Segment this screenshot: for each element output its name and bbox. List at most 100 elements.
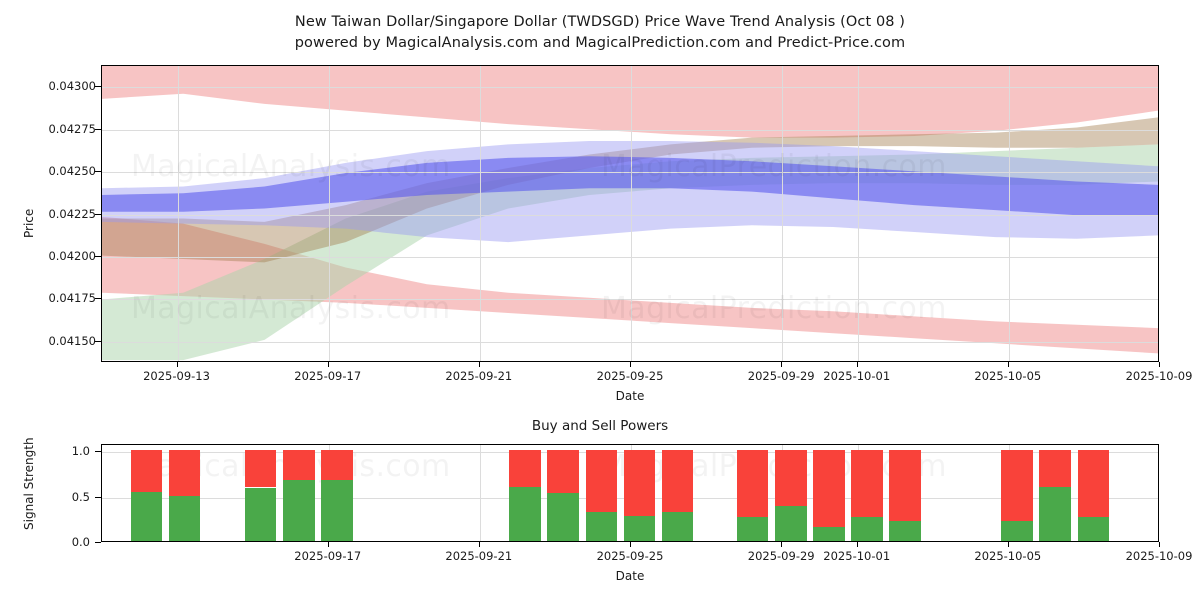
signal-x-tick-label: 2025-10-01 [823, 549, 891, 563]
sell-power-segment [244, 450, 277, 488]
signal-bar[interactable] [244, 450, 277, 541]
signal-bar[interactable] [321, 450, 353, 541]
signal-x-tick-label: 2025-09-21 [445, 549, 513, 563]
signal-chart-plot-area: MagicalAnalysis.comMagicalPrediction.com [101, 444, 1159, 542]
signal-bar[interactable] [168, 450, 201, 541]
price-x-tick-mark [176, 362, 178, 367]
price-y-tick-label: 0.04175 [48, 291, 96, 306]
price-gridline-h [102, 172, 1158, 174]
price-x-tick-mark [630, 362, 631, 367]
price-y-tick-label: 0.04300 [48, 79, 96, 94]
buy-power-segment [244, 487, 277, 541]
signal-y-tick-label: 1.0 [71, 444, 90, 459]
signal-bar[interactable] [130, 450, 163, 541]
price-y-tick-mark [95, 255, 101, 257]
sell-power-segment [661, 450, 694, 512]
price-y-tick-label: 0.04275 [48, 121, 96, 136]
price-y-axis-label: Price [22, 208, 36, 238]
signal-bar[interactable] [736, 450, 769, 541]
signal-bar[interactable] [585, 450, 618, 541]
buy-power-segment [623, 515, 656, 541]
price-y-tick-label: 0.04200 [48, 248, 96, 263]
sell-power-segment [282, 450, 315, 481]
signal-bar[interactable] [509, 450, 541, 541]
price-x-tick-mark [478, 362, 480, 367]
signal-x-tick-mark [630, 542, 631, 547]
price-gridline-h [102, 129, 1158, 131]
signal-x-tick-mark [327, 542, 329, 547]
price-gridline-h [102, 299, 1158, 301]
signal-x-tick-mark [1007, 542, 1009, 547]
signal-x-tick-label: 2025-09-17 [294, 549, 362, 563]
sell-power-segment [623, 450, 656, 516]
signal-y-tick-mark [95, 496, 101, 498]
sell-power-segment [813, 450, 845, 528]
signal-bar[interactable] [623, 450, 656, 541]
buy-power-segment [547, 492, 580, 541]
price-gridline-h [102, 87, 1158, 89]
buy-power-segment [736, 516, 769, 541]
buy-power-segment [851, 516, 883, 541]
signal-bar[interactable] [851, 450, 883, 541]
signal-bar[interactable] [1039, 450, 1072, 541]
price-gridline-v [328, 66, 330, 361]
sell-power-segment [168, 450, 201, 496]
price-band-upper-resistance-band [102, 66, 1158, 138]
signal-bar[interactable] [889, 450, 921, 541]
signal-gridline-v [479, 445, 481, 541]
sell-power-segment [321, 450, 353, 481]
sell-power-segment [509, 450, 541, 487]
price-x-tick-label: 2025-10-01 [823, 369, 891, 383]
buy-power-segment [168, 495, 201, 541]
signal-x-tick-label: 2025-10-09 [1125, 549, 1193, 563]
signal-bar[interactable] [813, 450, 845, 541]
title-line-2: powered by MagicalAnalysis.com and Magic… [294, 35, 906, 51]
signal-bar[interactable] [547, 450, 580, 541]
price-x-tick-mark [1159, 362, 1160, 367]
sell-power-segment [1001, 450, 1033, 522]
signal-x-tick-mark [1159, 542, 1160, 547]
price-gridline-v [782, 66, 784, 361]
price-gridline-v [631, 66, 632, 361]
signal-bar[interactable] [1001, 450, 1033, 541]
signal-x-tick-label: 2025-10-05 [974, 549, 1042, 563]
price-y-tick-mark [95, 128, 101, 130]
buy-power-segment [282, 480, 315, 541]
signal-x-axis-label: Date [615, 569, 645, 583]
price-y-tick-mark [95, 171, 101, 173]
price-y-tick-mark [95, 340, 101, 342]
buy-power-segment [1001, 521, 1033, 541]
sell-power-segment [889, 450, 921, 522]
price-bands-svg [102, 66, 1158, 361]
signal-bar[interactable] [661, 450, 694, 541]
buy-power-segment [130, 492, 163, 541]
signal-x-tick-mark [478, 542, 480, 547]
price-x-tick-label: 2025-09-17 [294, 369, 362, 383]
buy-power-segment [774, 505, 807, 541]
price-x-tick-label: 2025-09-13 [143, 369, 210, 383]
price-x-tick-mark [856, 362, 858, 367]
buy-power-segment [1039, 486, 1072, 541]
price-x-tick-mark [1007, 362, 1009, 367]
buy-power-segment [321, 480, 353, 541]
price-y-tick-mark [95, 213, 101, 215]
title-line-1: New Taiwan Dollar/Singapore Dollar (TWDS… [294, 14, 906, 30]
signal-x-tick-mark [856, 542, 858, 547]
signal-y-tick-mark [95, 451, 101, 453]
price-x-tick-label: 2025-10-05 [974, 369, 1042, 383]
price-x-tick-mark [781, 362, 783, 367]
price-x-tick-label: 2025-10-09 [1125, 369, 1193, 383]
sell-power-segment [585, 450, 618, 512]
buy-power-segment [813, 527, 845, 541]
price-gridline-v [857, 66, 859, 361]
price-x-axis-label: Date [615, 389, 645, 403]
signal-bar[interactable] [774, 450, 807, 541]
price-band-brown-overlap-band [102, 117, 1158, 263]
signal-bar[interactable] [1077, 450, 1110, 541]
sell-power-segment [851, 450, 883, 517]
price-y-tick-label: 0.04225 [48, 206, 96, 221]
signal-y-tick-mark [95, 542, 101, 543]
signal-bar[interactable] [282, 450, 315, 541]
price-gridline-v [177, 66, 179, 361]
